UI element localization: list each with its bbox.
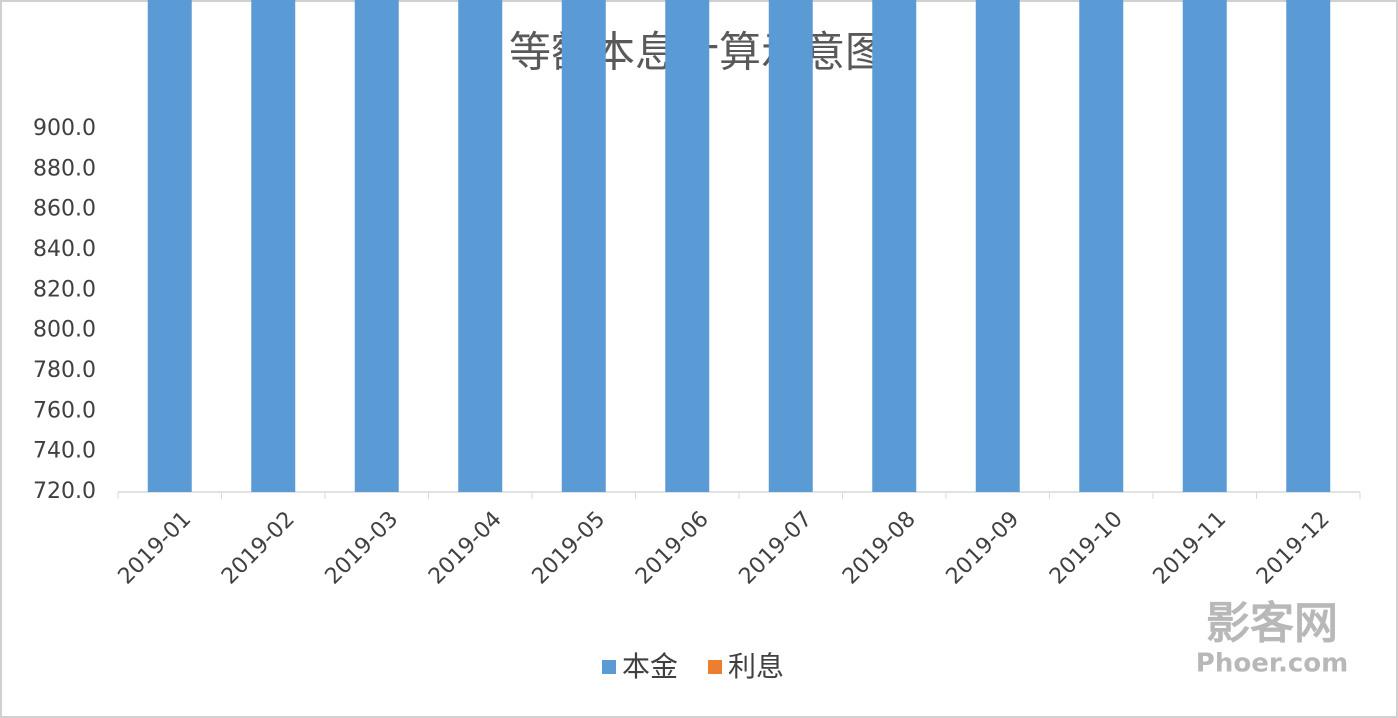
bar-segment (1079, 0, 1124, 492)
bar-segment (1182, 0, 1227, 492)
y-tick-label: 780.0 (33, 358, 96, 383)
legend-swatch (602, 660, 616, 674)
y-tick-label: 840.0 (33, 237, 96, 262)
y-tick-label: 800.0 (33, 318, 96, 343)
legend-label: 本金 (622, 650, 678, 683)
bar-segment (975, 0, 1020, 492)
y-tick-label: 720.0 (33, 479, 96, 504)
bar-segment (458, 0, 503, 492)
y-tick-label: 740.0 (33, 439, 96, 464)
y-tick-label: 860.0 (33, 197, 96, 222)
bar-segment (665, 0, 710, 492)
y-tick-label: 880.0 (33, 156, 96, 181)
bar-segment (1286, 0, 1331, 492)
bar-segment (872, 0, 917, 492)
y-tick-label: 820.0 (33, 277, 96, 302)
bar-segment (251, 0, 296, 492)
watermark: Phoer.com (1196, 649, 1348, 679)
legend-swatch (708, 660, 722, 674)
bar-segment (768, 0, 813, 492)
bar-segment (147, 0, 192, 492)
bar-segment (354, 0, 399, 492)
bar-segment (561, 0, 606, 492)
legend-label: 利息 (728, 650, 784, 683)
y-tick-label: 900.0 (33, 116, 96, 141)
y-tick-label: 760.0 (33, 398, 96, 423)
watermark: 影客网 (1206, 598, 1338, 649)
